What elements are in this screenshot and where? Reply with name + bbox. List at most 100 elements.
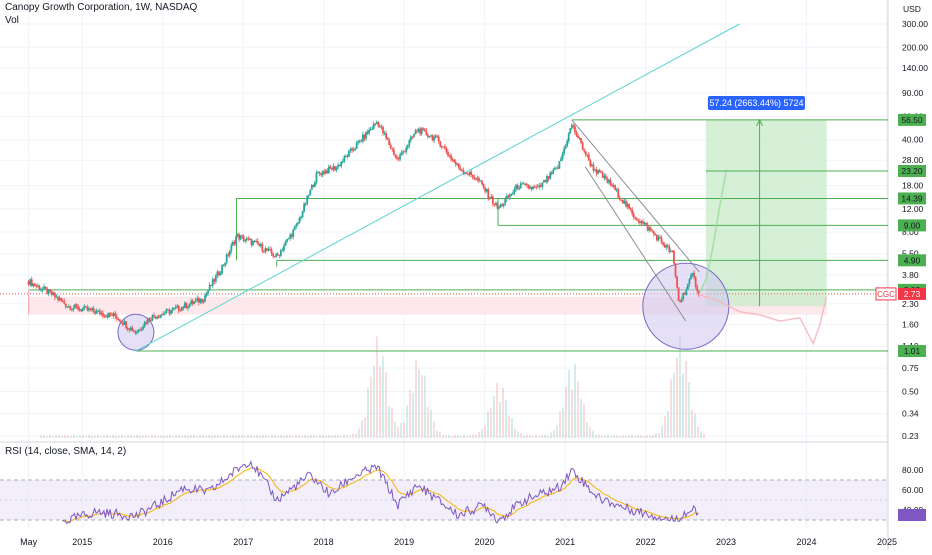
candle-body	[324, 170, 327, 174]
volume-bar	[328, 435, 330, 438]
candle-body	[296, 222, 299, 225]
candle-body	[377, 122, 380, 127]
volume-bar	[415, 359, 417, 438]
candle-body	[577, 135, 579, 139]
volume-bar	[517, 431, 519, 438]
volume-bar	[424, 375, 426, 438]
volume-bar	[403, 422, 405, 438]
volume-bar	[142, 435, 144, 438]
volume-bar	[649, 435, 651, 438]
candle-body	[89, 308, 92, 311]
volume-bar	[232, 435, 234, 438]
candle-body	[400, 152, 403, 156]
candle-body	[284, 241, 287, 246]
candle-body	[502, 203, 505, 207]
candle-body	[145, 322, 148, 324]
candle-body	[117, 319, 120, 321]
price-tick: 12.00	[902, 204, 924, 214]
trend-lines-layer	[135, 23, 740, 352]
volume-bar	[238, 435, 240, 438]
candle-body	[414, 130, 417, 135]
candle-body	[529, 186, 531, 189]
time-tick: 2015	[72, 537, 92, 547]
candle-body	[402, 151, 405, 153]
volume-bar	[307, 435, 309, 438]
candle-body	[323, 171, 326, 174]
volume-bar	[613, 435, 615, 438]
candle-body	[589, 160, 592, 167]
candle-body	[255, 240, 258, 242]
candle-body	[595, 169, 598, 174]
candle-body	[479, 180, 482, 182]
volume-bar	[400, 422, 402, 438]
candle-body	[444, 146, 446, 149]
candle-body	[166, 309, 169, 311]
candle-body	[180, 306, 183, 311]
candle-body	[317, 172, 319, 174]
candle-body	[394, 155, 397, 157]
candle-body	[105, 315, 107, 317]
candle-body	[467, 173, 470, 175]
candle-body	[136, 332, 138, 334]
volume-bar	[607, 434, 609, 438]
candle-body	[631, 209, 634, 214]
candle-body	[103, 315, 106, 317]
price-tick: 0.50	[902, 386, 919, 396]
volume-bar	[631, 435, 633, 438]
candle-body	[601, 172, 604, 178]
candle-body	[108, 312, 110, 318]
candle-body	[151, 315, 154, 321]
candle-body	[303, 203, 305, 212]
volume-bar	[70, 435, 72, 438]
measure-tool[interactable]: 57.24 (2663.44%) 5724	[707, 96, 805, 307]
highlight-circle	[642, 262, 730, 350]
volume-bar	[436, 430, 438, 438]
candle-body	[639, 221, 641, 224]
volume-bar	[322, 435, 324, 438]
candle-body	[550, 172, 553, 174]
candle-body	[583, 149, 586, 152]
candle-body	[153, 315, 155, 317]
candle-body	[430, 135, 432, 137]
price-tick: 0.34	[902, 409, 919, 419]
candle-body	[170, 310, 172, 314]
volume-bar	[250, 435, 252, 438]
ghost-path	[698, 293, 828, 346]
price-axis[interactable]: USD 300.00 200.00 140.00 90.00 60.00 40.00 28.0…	[875, 4, 928, 521]
candle-body	[208, 284, 211, 291]
volume-bar	[466, 435, 468, 438]
volume-bar	[595, 434, 597, 438]
candle-body	[423, 129, 426, 131]
candle-body	[252, 241, 254, 245]
candle-body	[253, 240, 256, 242]
candle-body	[471, 175, 474, 178]
volume-bar	[475, 435, 477, 438]
candle-body	[301, 211, 304, 218]
candle-body	[513, 188, 516, 193]
volume-bar	[268, 436, 270, 438]
candle-body	[391, 148, 394, 150]
candle-body	[163, 313, 166, 315]
volume-bar	[544, 434, 546, 438]
candle-body	[643, 222, 646, 224]
level-tag-label: 14.39	[901, 193, 923, 203]
volume-bar	[703, 433, 705, 438]
candle-body	[349, 148, 352, 151]
volume-bar	[166, 435, 168, 438]
candle-body	[360, 140, 363, 142]
candle-body	[352, 149, 355, 151]
candle-body	[202, 301, 205, 303]
time-axis[interactable]: May 2015 2016 2017 2018 2019 2020 2021 2022 2023 2…	[20, 537, 897, 547]
volume-bar	[169, 435, 171, 438]
candle-body	[657, 236, 660, 241]
volume-bar	[571, 389, 573, 438]
measure-arrowhead	[756, 118, 764, 127]
candle-body	[312, 185, 315, 187]
candle-body	[600, 172, 603, 174]
volume-bar	[100, 435, 102, 438]
volume-bar	[46, 435, 48, 438]
volume-bar	[463, 434, 465, 438]
candle-body	[176, 305, 179, 308]
